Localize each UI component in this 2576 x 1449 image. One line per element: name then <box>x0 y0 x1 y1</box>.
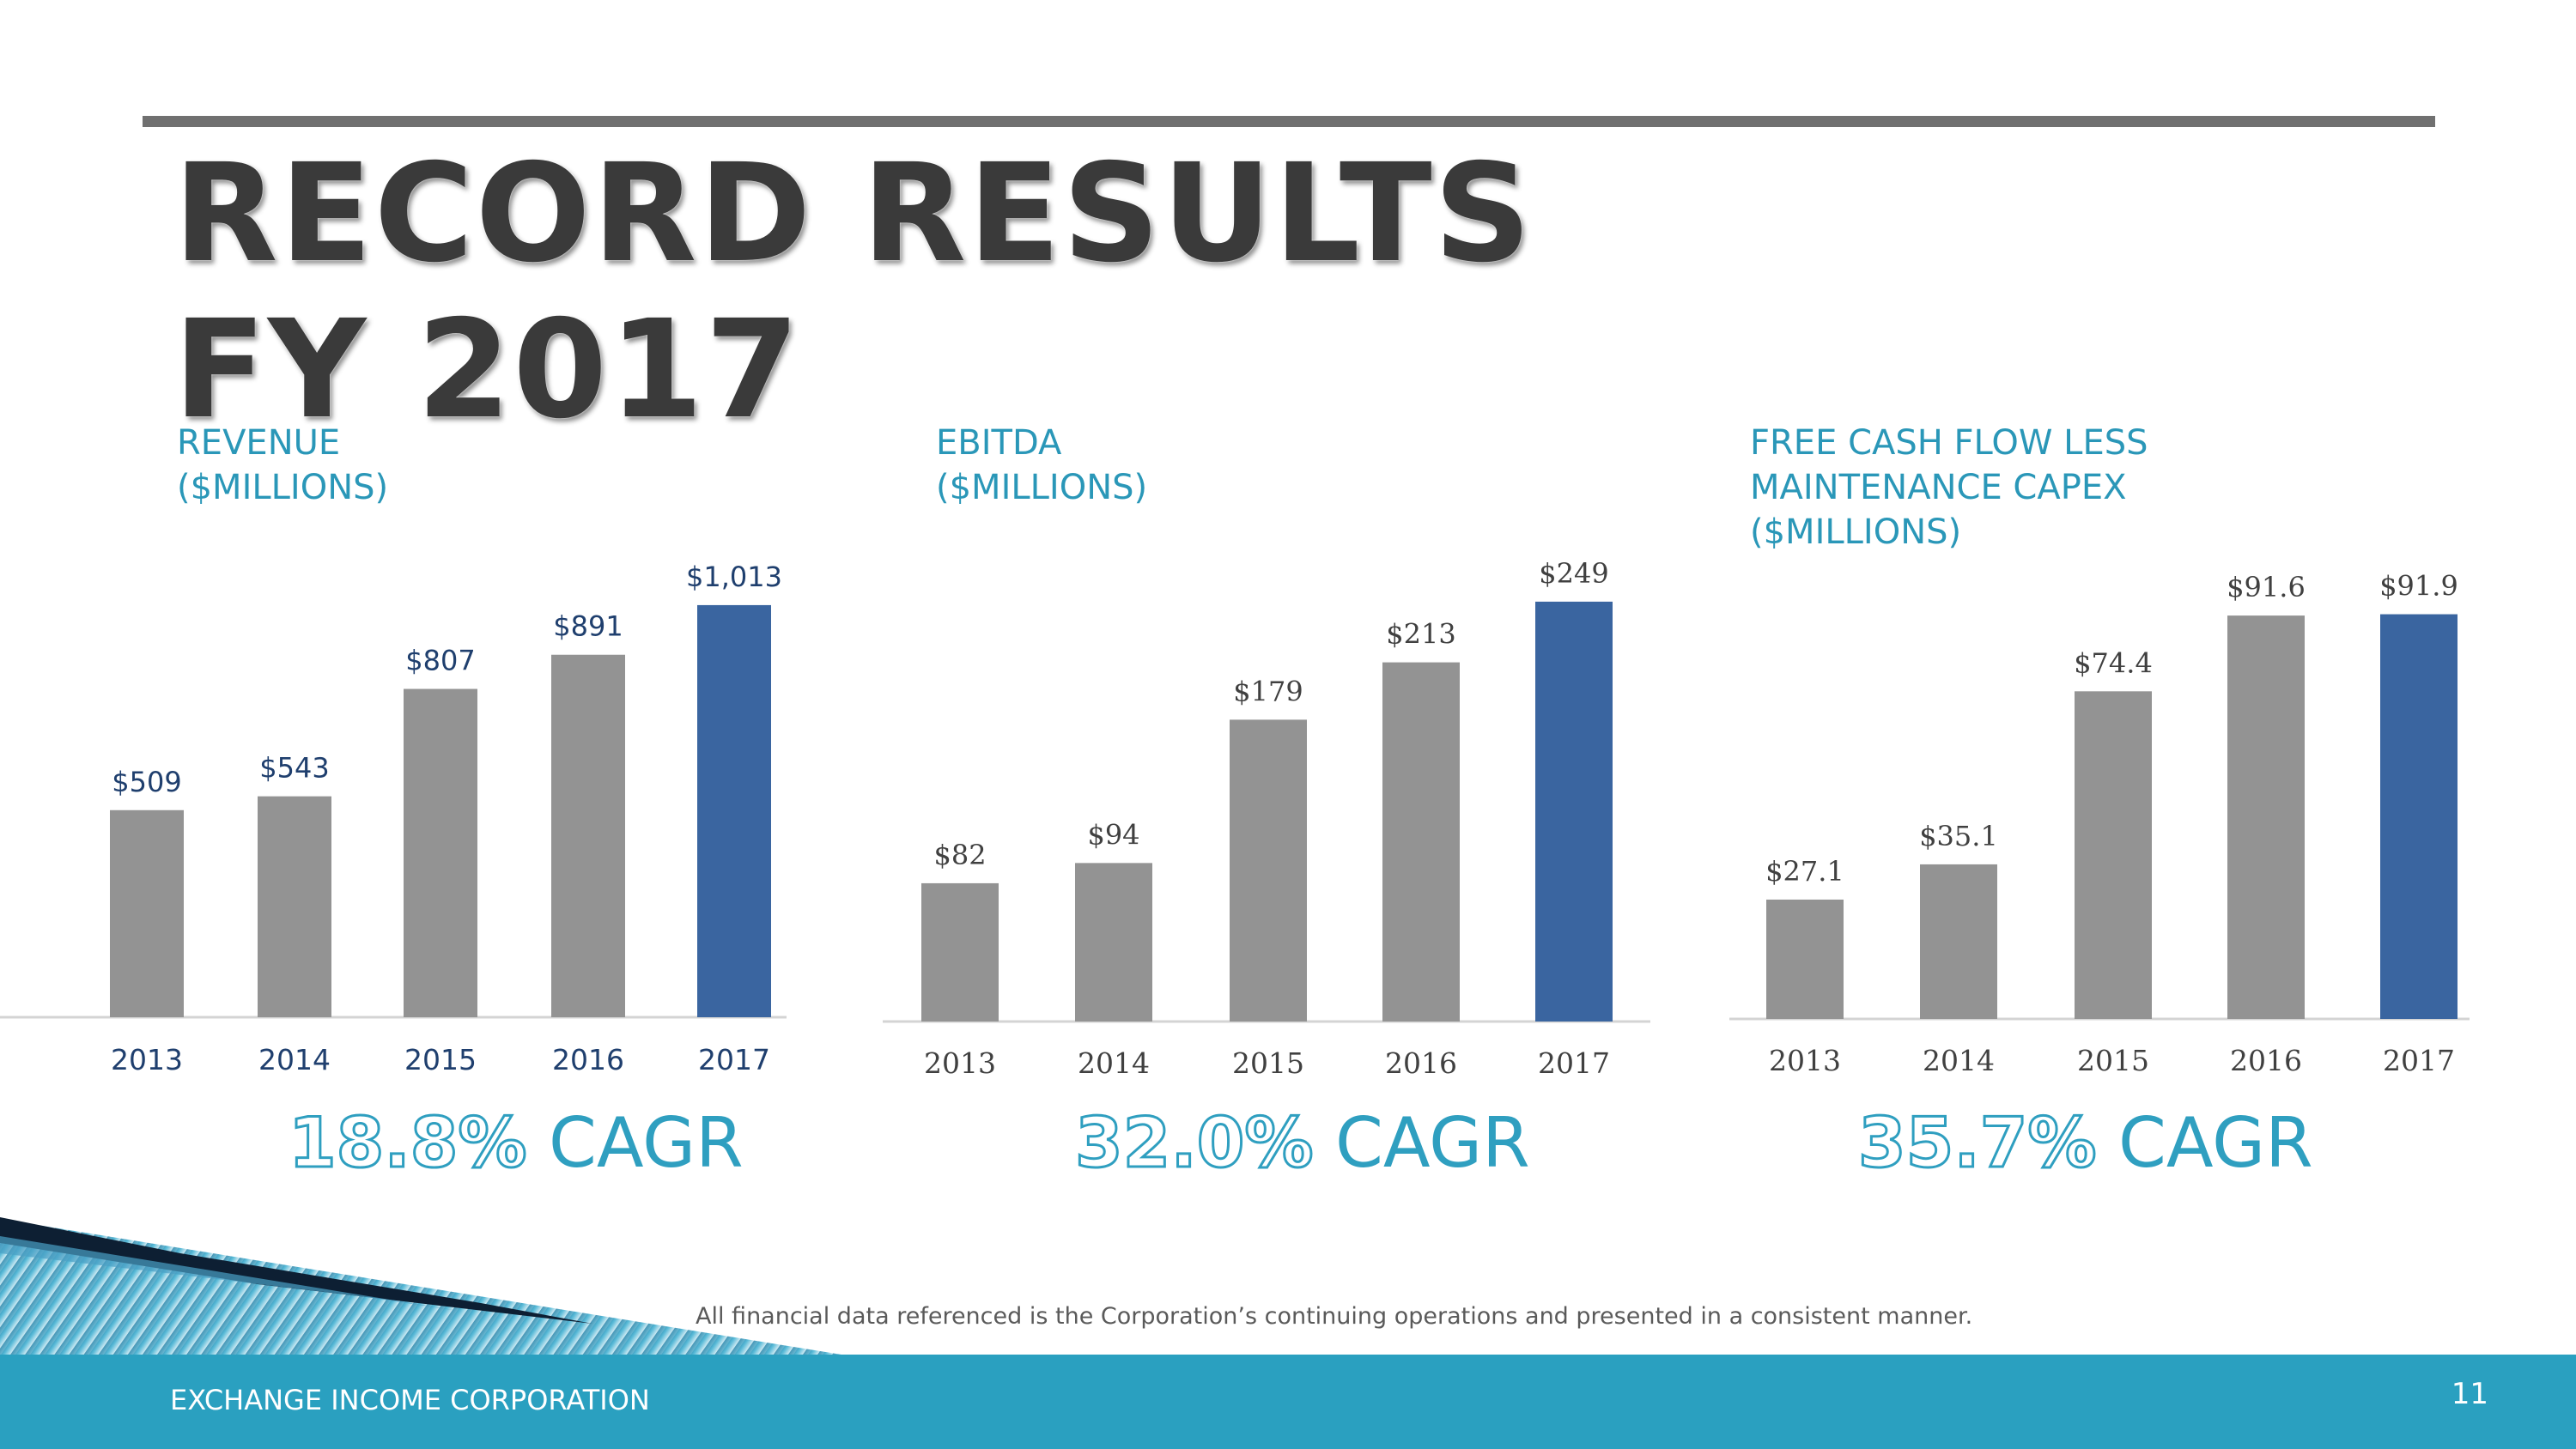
ebitda-value-label-2014: $94 <box>1087 818 1139 851</box>
revenue-bar-chart: $509 2013 $543 2014 $807 2015 $891 2016 $1,013 20… <box>0 561 787 1076</box>
ebitda-category-label-2015: 2015 <box>1232 1046 1304 1080</box>
revenue-value-label-2013: $509 <box>112 766 181 798</box>
fcf-value-label-2013: $27.1 <box>1765 855 1844 888</box>
revenue-heading-line1: REVENUE <box>177 423 341 463</box>
revenue-category-label-2017: 2017 <box>698 1043 770 1076</box>
fcf-category-label-2014: 2014 <box>1923 1044 1995 1077</box>
ebitda-chart-heading: EBITDA ($MILLIONS) <box>936 421 1147 510</box>
fcf-category-label-2017: 2017 <box>2383 1044 2455 1077</box>
fcf-value-label-2016: $91.6 <box>2227 571 2306 603</box>
ebitda-category-label-2014: 2014 <box>1078 1046 1150 1080</box>
revenue-chart: REVENUE ($MILLIONS) $509 2013 $543 2014 $807… <box>0 421 975 1193</box>
fcf-value-label-2015: $74.4 <box>2074 646 2153 679</box>
revenue-value-label-2015: $807 <box>405 645 475 677</box>
fcf-heading-line3: ($MILLIONS) <box>1750 512 1962 552</box>
revenue-category-label-2016: 2016 <box>552 1043 624 1076</box>
revenue-chart-heading: REVENUE ($MILLIONS) <box>177 421 388 510</box>
fcf-category-label-2016: 2016 <box>2230 1044 2302 1077</box>
revenue-heading-line2: ($MILLIONS) <box>177 468 389 507</box>
revenue-cagr-label: CAGR <box>526 1103 744 1183</box>
swoosh-dark <box>0 1217 592 1324</box>
decorative-swoosh <box>0 1217 841 1355</box>
ebitda-bar-2014 <box>1075 863 1152 1022</box>
slide-title: RECORD RESULTS FY 2017 <box>173 136 1533 448</box>
fcf-bar-chart: $27.1 2013 $35.1 2014 $74.4 2015 $91.6 2016 $91.… <box>1729 570 2470 1077</box>
revenue-bar-2014 <box>258 796 331 1017</box>
ebitda-bar-chart: $82 2013 $94 2014 $179 2015 $213 2016 $249 2017 <box>883 557 1650 1080</box>
revenue-value-label-2014: $543 <box>259 752 329 785</box>
ebitda-bar-2015 <box>1230 719 1307 1022</box>
swoosh-light <box>0 1236 464 1312</box>
top-rule <box>143 116 2435 127</box>
fcf-cagr-label: CAGR <box>2096 1103 2313 1183</box>
ebitda-bar-2016 <box>1382 662 1460 1022</box>
page-number: 11 <box>2451 1377 2488 1411</box>
fcf-heading-line2: MAINTENANCE CAPEX <box>1750 468 2127 507</box>
revenue-bar-2015 <box>404 688 477 1017</box>
ebitda-value-label-2016: $213 <box>1386 618 1455 651</box>
footer-company-name: EXCHANGE INCOME CORPORATION <box>170 1384 650 1416</box>
fcf-bar-2015 <box>2075 691 2152 1019</box>
revenue-bar-2016 <box>551 654 625 1017</box>
ebitda-cagr: 32.0% CAGR <box>1074 1100 1530 1186</box>
ebitda-cagr-value: 32.0% <box>1074 1102 1315 1185</box>
revenue-value-label-2017: $1,013 <box>686 561 782 593</box>
swoosh-blue <box>0 1219 841 1355</box>
ebitda-value-label-2017: $249 <box>1539 557 1608 590</box>
revenue-cagr-value: 18.8% <box>288 1102 529 1185</box>
ebitda-chart: EBITDA ($MILLIONS) $82 2013 $94 2014 $179 201… <box>883 421 1735 1193</box>
fcf-chart-heading: FREE CASH FLOW LESS MAINTENANCE CAPEX ($… <box>1750 421 2148 555</box>
ebitda-category-label-2016: 2016 <box>1385 1046 1457 1080</box>
fcf-bar-2013 <box>1766 899 1844 1019</box>
ebitda-bar-2013 <box>921 882 999 1022</box>
fcf-chart: FREE CASH FLOW LESS MAINTENANCE CAPEX ($… <box>1729 421 2549 1193</box>
fcf-value-label-2014: $35.1 <box>1919 820 1998 852</box>
revenue-category-label-2014: 2014 <box>258 1043 331 1076</box>
ebitda-value-label-2013: $82 <box>933 839 986 871</box>
fcf-cagr: 35.7% CAGR <box>1857 1100 2313 1186</box>
fcf-value-label-2017: $91.9 <box>2379 570 2458 603</box>
revenue-cagr: 18.8% CAGR <box>288 1100 744 1186</box>
revenue-category-label-2015: 2015 <box>404 1043 477 1076</box>
fcf-bar-2017 <box>2380 614 2458 1019</box>
fcf-category-label-2013: 2013 <box>1769 1044 1841 1077</box>
ebitda-cagr-label: CAGR <box>1313 1103 1530 1183</box>
ebitda-category-label-2017: 2017 <box>1538 1046 1610 1080</box>
footer-bar <box>0 1355 2576 1449</box>
slide-title-line2: FY 2017 <box>173 291 802 449</box>
footnote: All financial data referenced is the Cor… <box>696 1303 1973 1330</box>
fcf-cagr-value: 35.7% <box>1857 1102 2099 1185</box>
ebitda-bar-2017 <box>1535 601 1613 1022</box>
revenue-bar-2013 <box>110 809 184 1017</box>
ebitda-heading-line1: EBITDA <box>936 423 1062 463</box>
slide-title-line1: RECORD RESULTS <box>173 135 1534 293</box>
revenue-bar-2017 <box>697 604 771 1017</box>
revenue-category-label-2013: 2013 <box>111 1043 183 1076</box>
fcf-bar-2016 <box>2227 615 2305 1019</box>
ebitda-heading-line2: ($MILLIONS) <box>936 468 1148 507</box>
ebitda-value-label-2015: $179 <box>1233 675 1303 707</box>
ebitda-category-label-2013: 2013 <box>924 1046 996 1080</box>
fcf-category-label-2015: 2015 <box>2077 1044 2149 1077</box>
fcf-heading-line1: FREE CASH FLOW LESS <box>1750 423 2148 463</box>
revenue-value-label-2016: $891 <box>553 610 623 643</box>
fcf-bar-2014 <box>1920 864 1997 1019</box>
